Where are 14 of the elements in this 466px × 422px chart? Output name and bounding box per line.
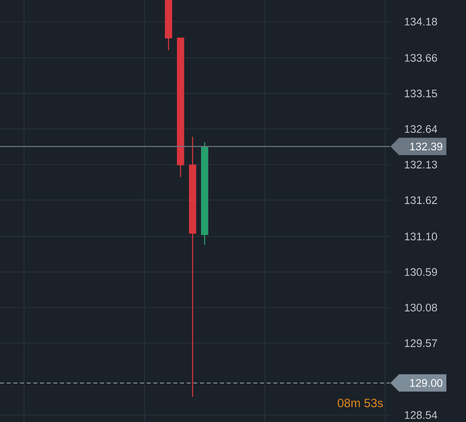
y-tick-label: 133.66 bbox=[404, 54, 438, 62]
ref-line-label: 132.39 bbox=[410, 142, 442, 150]
y-tick-label: 128.54 bbox=[404, 411, 438, 419]
y-tick-label: 130.08 bbox=[404, 304, 438, 312]
y-tick-label: 131.10 bbox=[404, 232, 438, 240]
y-tick-label: 132.64 bbox=[404, 125, 438, 133]
ref-line-label: 129.00 bbox=[410, 379, 442, 387]
y-tick-label: 130.59 bbox=[404, 268, 437, 276]
y-tick-label: 129.57 bbox=[404, 339, 437, 348]
y-tick-label: 134.18 bbox=[404, 18, 438, 26]
y-tick-label: 133.15 bbox=[404, 90, 438, 98]
y-tick-label: 131.62 bbox=[404, 196, 437, 204]
y-tick-label: 132.13 bbox=[404, 160, 438, 168]
annotation: 08m 53s bbox=[338, 398, 383, 408]
